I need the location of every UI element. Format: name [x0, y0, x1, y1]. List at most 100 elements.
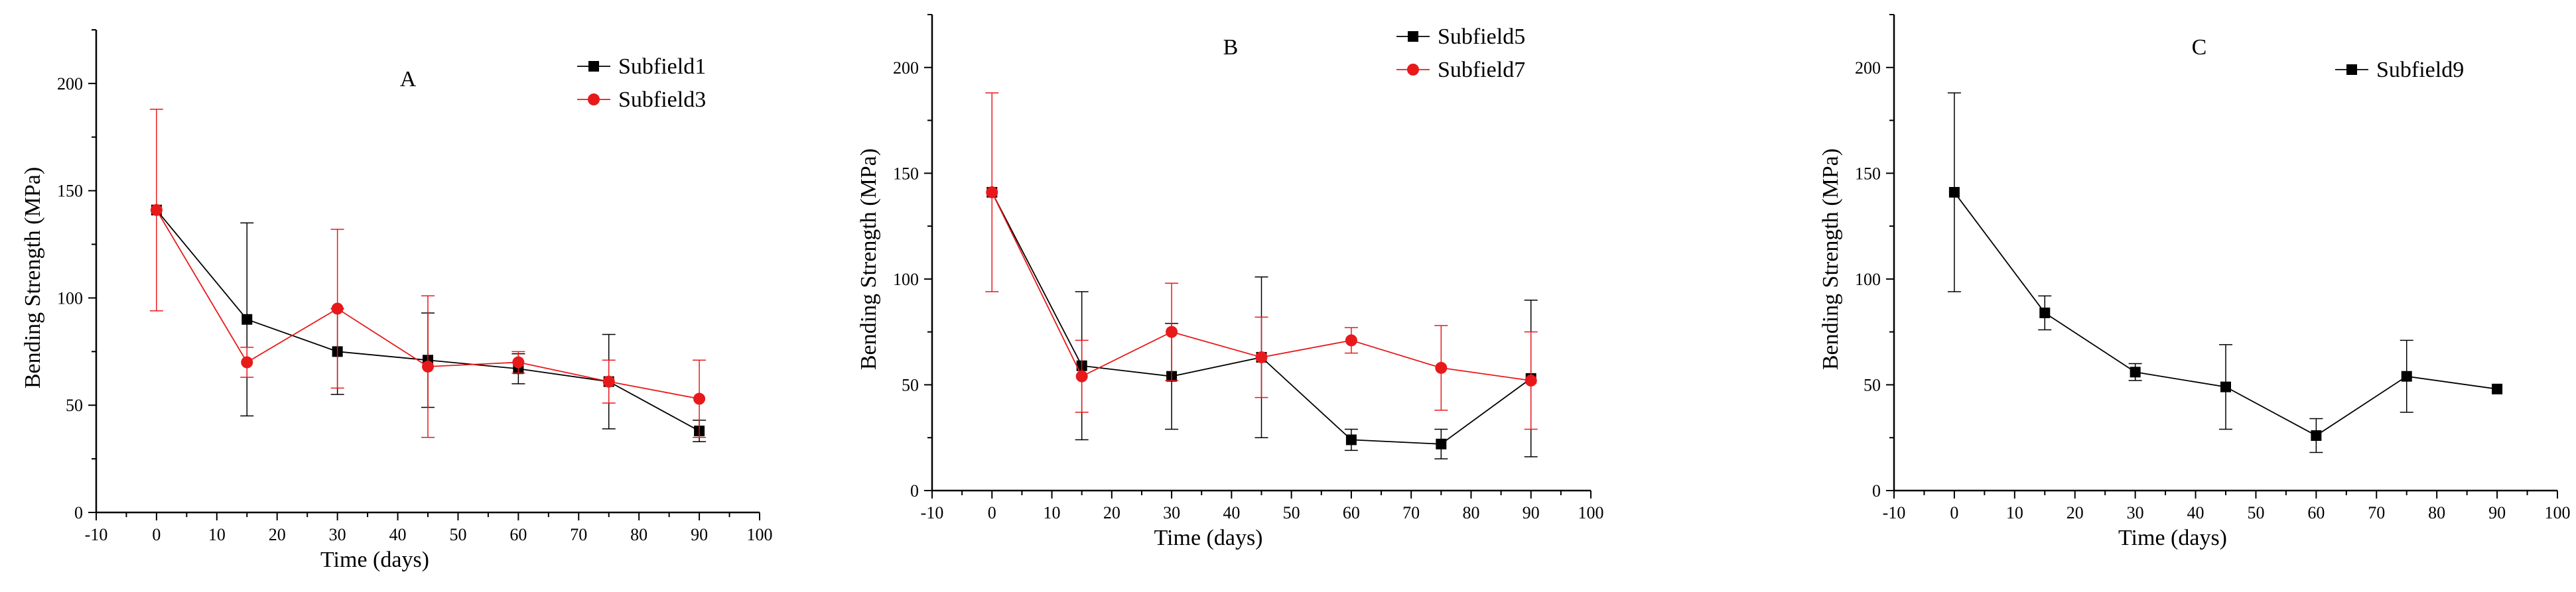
chart-title: C: [2192, 35, 2207, 60]
x-tick-label: 70: [570, 525, 587, 544]
x-tick-label: 80: [2428, 503, 2445, 522]
data-point: [1525, 375, 1537, 387]
x-tick-label: 30: [2127, 503, 2144, 522]
y-tick-label: 50: [66, 396, 83, 415]
y-tick-label: 150: [893, 164, 919, 183]
data-point: [1345, 334, 1357, 347]
legend-label: Subfield9: [2376, 58, 2464, 82]
x-tick-label: 20: [269, 525, 286, 544]
y-tick-label: 150: [1855, 164, 1881, 183]
x-tick-label: 10: [208, 525, 226, 544]
data-point: [2401, 371, 2412, 382]
data-point: [1166, 326, 1178, 338]
data-point: [241, 356, 253, 369]
x-tick-label: 0: [988, 503, 996, 522]
chart-title: A: [400, 67, 417, 91]
data-point: [1435, 361, 1448, 374]
chart-panel-b: -10 0 10 20 30 40 50 60 70 80 90 100050100150200Tim…: [856, 14, 1604, 550]
y-axis-title: Bending Strength (MPa): [1818, 148, 1843, 370]
data-point: [1948, 187, 1960, 198]
chart-title: B: [1223, 35, 1239, 60]
data-point: [2039, 307, 2051, 318]
x-axis-title: Time (days): [2118, 526, 2227, 550]
x-tick-label: 70: [1402, 503, 1420, 522]
y-tick-label: 0: [1872, 481, 1881, 501]
data-point: [2130, 367, 2141, 378]
x-tick-label: 40: [2187, 503, 2204, 522]
legend-item-subfield9: Subfield9: [2335, 58, 2464, 82]
x-tick-label: 50: [2247, 503, 2264, 522]
y-tick-label: 100: [57, 288, 83, 308]
legend-item-subfield1: Subfield1: [577, 54, 706, 79]
data-point: [422, 360, 434, 373]
x-axis-title: Time (days): [1154, 526, 1262, 550]
data-point: [2311, 430, 2322, 442]
data-point: [512, 356, 525, 369]
y-tick-label: 0: [74, 503, 83, 522]
legend-label: Subfield5: [1438, 25, 1525, 49]
series-subfield7: [985, 92, 1538, 430]
y-tick-label: 100: [893, 270, 919, 289]
data-point: [1436, 438, 1447, 449]
x-tick-label: -10: [1883, 503, 1906, 522]
x-tick-label: 60: [2307, 503, 2325, 522]
x-tick-label: 30: [1163, 503, 1180, 522]
data-point: [986, 186, 998, 199]
data-point: [2492, 383, 2503, 394]
legend-label: Subfield1: [618, 54, 706, 79]
y-tick-label: 200: [1855, 58, 1881, 78]
x-tick-label: 40: [389, 525, 407, 544]
x-tick-label: 10: [2006, 503, 2023, 522]
legend-marker: [588, 61, 599, 72]
legend-label: Subfield3: [618, 88, 706, 112]
series-subfield9: [1947, 92, 2503, 453]
series-subfield5: [986, 187, 1538, 459]
x-tick-label: 100: [747, 525, 773, 544]
legend-label: Subfield7: [1438, 58, 1525, 82]
chart-panel-c: -10 0 10 20 30 40 50 60 70 80 90 100050100150200Tim…: [1818, 14, 2571, 550]
y-tick-label: 150: [57, 182, 83, 201]
legend-marker: [2346, 64, 2357, 75]
x-tick-label: 80: [630, 525, 647, 544]
y-axis-title: Bending Strength (MPa): [21, 167, 45, 388]
y-tick-label: 100: [1855, 270, 1881, 289]
x-tick-label: 20: [1103, 503, 1120, 522]
data-point: [1255, 351, 1268, 363]
x-tick-label: 40: [1223, 503, 1240, 522]
y-tick-label: 200: [57, 74, 83, 93]
x-tick-label: -10: [921, 503, 944, 522]
y-tick-label: 50: [1864, 375, 1881, 394]
legend-item-subfield3: Subfield3: [577, 88, 706, 112]
legend-marker: [588, 93, 600, 105]
data-point: [1075, 370, 1088, 383]
x-tick-label: 80: [1462, 503, 1479, 522]
chart-panel-a: -10 0 10 20 30 40 50 60 70 80 90 100050100150200Tim…: [21, 29, 773, 572]
legend-item-subfield5: Subfield5: [1396, 25, 1525, 49]
x-tick-label: 90: [1523, 503, 1540, 522]
x-tick-label: 20: [2067, 503, 2084, 522]
y-tick-label: 50: [902, 375, 919, 394]
x-tick-label: 70: [2368, 503, 2385, 522]
x-tick-label: 50: [449, 525, 466, 544]
x-tick-label: 0: [1950, 503, 1958, 522]
data-point: [602, 375, 615, 388]
data-point: [331, 302, 344, 315]
data-point: [693, 392, 706, 405]
data-point: [2220, 381, 2231, 392]
series-subfield1: [151, 204, 707, 442]
legend-marker: [1407, 64, 1419, 76]
y-tick-label: 200: [893, 58, 919, 78]
x-tick-label: 90: [2488, 503, 2506, 522]
y-tick-label: 0: [910, 481, 919, 501]
x-tick-label: 10: [1044, 503, 1061, 522]
legend-marker: [1408, 31, 1418, 42]
x-tick-label: 90: [691, 525, 708, 544]
series-subfield3: [149, 108, 707, 438]
x-axis-title: Time (days): [320, 548, 429, 572]
data-point: [1345, 434, 1357, 445]
y-axis-title: Bending Strength (MPa): [856, 148, 881, 370]
x-tick-label: 0: [152, 525, 161, 544]
x-tick-label: 100: [1578, 503, 1604, 522]
x-tick-label: 50: [1283, 503, 1300, 522]
